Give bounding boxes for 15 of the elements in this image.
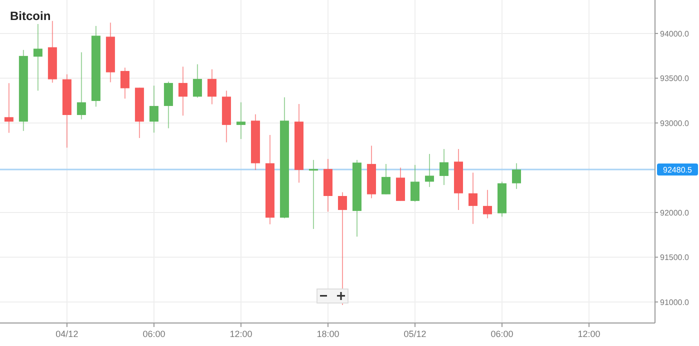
x-tick-label: 12:00	[230, 329, 252, 339]
y-tick-label: 93000.0	[660, 118, 690, 128]
x-tick-label: 04/12	[56, 329, 78, 339]
y-tick-label: 93500.0	[660, 74, 690, 84]
y-tick-label: 91500.0	[660, 253, 690, 262]
y-tick-label: 92000.0	[660, 208, 690, 218]
text: Bitcoin	[10, 9, 51, 23]
x-tick-label: 18:00	[316, 329, 340, 339]
y-tick-label: 91000.0	[660, 298, 690, 307]
x-tick-label: 06:00	[490, 329, 514, 339]
x-tick-label: 05/12	[404, 329, 426, 339]
ref-line-label: 92480.5	[663, 165, 693, 174]
x-tick-label: 06:00	[142, 329, 166, 339]
y-tick-label: 94000.0	[660, 29, 690, 38]
x-tick-label: 12:00	[578, 329, 600, 339]
